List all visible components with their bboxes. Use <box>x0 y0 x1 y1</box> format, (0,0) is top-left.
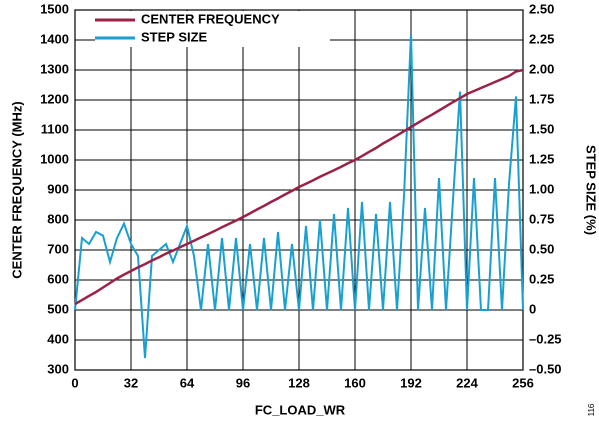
y2-tick-label: 0 <box>529 301 536 316</box>
y-tick-label: 1000 <box>40 151 69 166</box>
y2-tick-label: –0.25 <box>529 331 562 346</box>
y2-tick-label: 0.75 <box>529 211 554 226</box>
y-tick-label: 800 <box>47 211 69 226</box>
y-tick-label: 1500 <box>40 1 69 16</box>
y2-tick-label: 2.25 <box>529 31 554 46</box>
y-tick-label: 500 <box>47 301 69 316</box>
y2-tick-label: 0.50 <box>529 241 554 256</box>
y-tick-label: 1300 <box>40 61 69 76</box>
y-tick-label: 300 <box>47 361 69 376</box>
y2-tick-label: 2.00 <box>529 61 554 76</box>
y2-tick-label: 1.25 <box>529 151 554 166</box>
y-tick-label: 700 <box>47 241 69 256</box>
y-tick-label: 1200 <box>40 91 69 106</box>
y2-tick-label: –0.50 <box>529 361 562 376</box>
data-line <box>74 68 524 306</box>
y2-tick-label: 1.75 <box>529 91 554 106</box>
y-tick-label: 1100 <box>41 121 69 136</box>
y-tick-label: 400 <box>47 331 69 346</box>
x-tick-label: 0 <box>71 375 78 390</box>
y-tick-label: 900 <box>47 181 69 196</box>
y2-axis-label: STEP SIZE (%) <box>584 145 599 235</box>
figure-id: 116 <box>587 403 596 416</box>
x-tick-label: 64 <box>180 375 195 390</box>
y2-tick-label: 1.50 <box>529 121 554 136</box>
y2-tick-label: 2.50 <box>529 1 554 16</box>
legend-bg <box>95 29 330 47</box>
x-axis-label: FC_LOAD_WR <box>255 402 346 417</box>
x-tick-label: 96 <box>236 375 250 390</box>
y2-tick-label: 1.00 <box>529 181 554 196</box>
x-tick-label: 224 <box>456 375 478 390</box>
x-tick-label: 192 <box>400 375 422 390</box>
legend-label: CENTER FREQUENCY <box>141 11 280 26</box>
y-axis-label: CENTER FREQUENCY (MHz) <box>9 101 24 278</box>
y2-tick-label: 0.25 <box>529 271 554 286</box>
legend-bg <box>95 11 330 29</box>
data-line <box>74 33 524 359</box>
x-tick-label: 160 <box>344 375 366 390</box>
x-tick-label: 128 <box>288 375 310 390</box>
legend-label: STEP SIZE <box>141 29 208 44</box>
x-tick-label: 256 <box>512 375 534 390</box>
y-tick-label: 1400 <box>40 31 69 46</box>
y-tick-label: 600 <box>47 271 69 286</box>
plot-frame <box>74 9 524 371</box>
x-tick-label: 32 <box>124 375 138 390</box>
